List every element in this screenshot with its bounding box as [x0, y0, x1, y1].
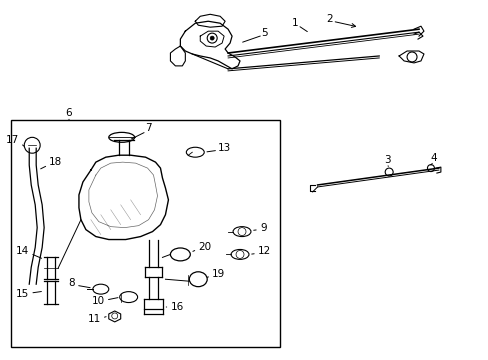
Text: 15: 15	[16, 289, 29, 299]
Text: 19: 19	[212, 269, 225, 279]
Circle shape	[210, 36, 214, 40]
Text: 13: 13	[218, 143, 231, 153]
Text: 9: 9	[260, 222, 266, 233]
Text: 10: 10	[91, 296, 104, 306]
Text: 7: 7	[145, 123, 152, 134]
Text: 4: 4	[430, 153, 436, 163]
Text: 11: 11	[87, 314, 101, 324]
Text: 18: 18	[49, 157, 62, 167]
Text: 1: 1	[291, 18, 297, 28]
Text: 5: 5	[261, 28, 267, 38]
Text: 3: 3	[383, 155, 390, 165]
Text: 17: 17	[6, 135, 19, 145]
Text: 6: 6	[65, 108, 72, 117]
Text: 20: 20	[198, 243, 211, 252]
Bar	[11, 121, 279, 347]
Text: 16: 16	[170, 302, 183, 312]
Text: 8: 8	[68, 278, 75, 288]
Text: 12: 12	[257, 247, 271, 256]
Text: 2: 2	[325, 14, 332, 24]
Text: 14: 14	[16, 247, 29, 256]
